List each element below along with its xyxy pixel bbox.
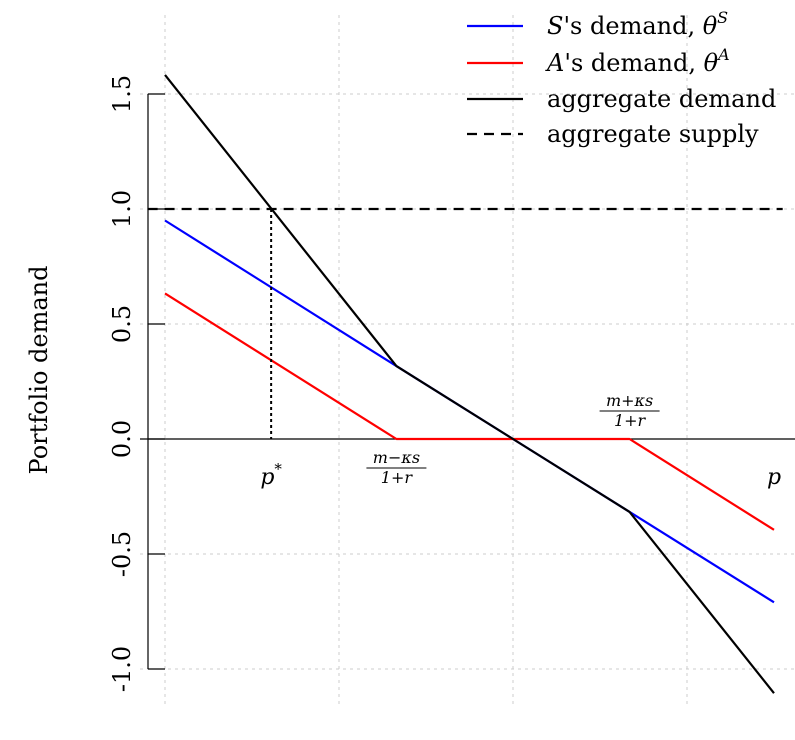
annotations: p*m−κs1+rm+κs1+rp	[260, 391, 781, 490]
fraction-numerator: m+κs	[606, 391, 653, 410]
y-axis-title: Portfolio demand	[25, 266, 53, 475]
annotation-fraction-2: m+κs1+r	[599, 391, 660, 430]
annotation-label-0: p*	[260, 460, 282, 490]
legend-label: aggregate demand	[547, 85, 776, 113]
legend-item-1: A's demand, θA	[467, 45, 730, 77]
legend: S's demand, θS A's demand, θA aggregate de…	[467, 8, 776, 148]
annotation-label-3: p	[767, 465, 781, 490]
y-tick-label: -0.5	[108, 531, 136, 577]
y-tick-label: 1.0	[108, 190, 136, 228]
legend-label: S's demand, θS	[547, 8, 728, 40]
y-tick-label: 0.5	[108, 305, 136, 343]
y-tick-label: -1.0	[108, 646, 136, 692]
annotation-fraction-1: m−κs1+r	[366, 448, 427, 487]
legend-item-0: S's demand, θS	[467, 8, 728, 40]
y-tick-label: 0.0	[108, 420, 136, 458]
series-line-2	[164, 74, 775, 694]
fraction-denominator: 1+r	[381, 468, 414, 487]
legend-label: A's demand, θA	[545, 45, 730, 77]
legend-label: aggregate supply	[547, 120, 759, 148]
fraction-numerator: m−κs	[373, 448, 420, 467]
series-lines	[147, 74, 783, 694]
grid	[140, 15, 795, 705]
y-axis: -1.0 -0.5 0.0 0.5 1.0 1.5	[108, 75, 165, 692]
legend-item-3: aggregate supply	[467, 120, 759, 148]
y-tick-label: 1.5	[108, 75, 136, 113]
fraction-denominator: 1+r	[614, 411, 647, 430]
legend-item-2: aggregate demand	[467, 85, 776, 113]
